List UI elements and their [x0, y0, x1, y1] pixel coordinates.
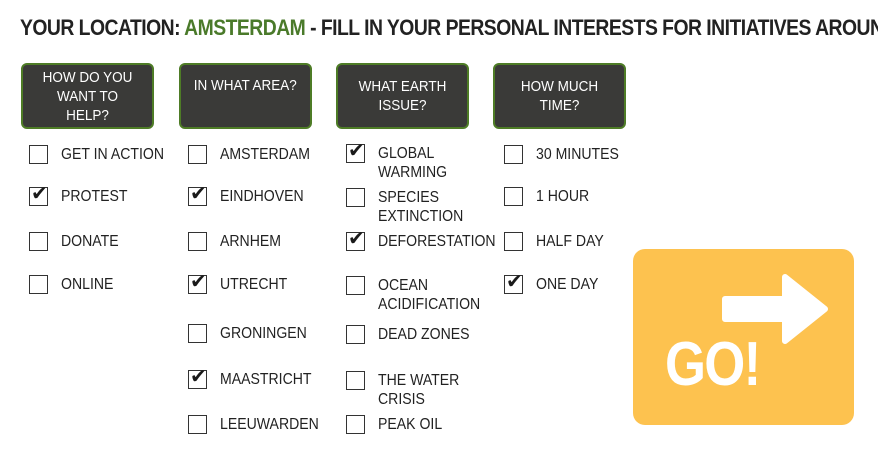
option-arnhem[interactable]: ARNHEM	[188, 232, 289, 251]
page-title: YOUR LOCATION: AMSTERDAM - FILL IN YOUR …	[20, 15, 878, 41]
option-groningen[interactable]: GRONINGEN	[188, 324, 319, 343]
check-icon: ✔	[190, 366, 207, 388]
checkbox[interactable]	[188, 145, 207, 164]
option-get-in-action[interactable]: GET IN ACTION	[29, 145, 178, 164]
option-maastricht[interactable]: ✔ MAASTRICHT	[188, 366, 312, 389]
option-utrecht[interactable]: ✔ UTRECHT	[188, 271, 288, 294]
option-1-hour[interactable]: 1 HOUR	[504, 187, 596, 206]
option-30-minutes[interactable]: 30 MINUTES	[504, 145, 630, 164]
check-icon: ✔	[506, 271, 523, 293]
checkbox[interactable]	[504, 145, 523, 164]
location-prefix: YOUR LOCATION:	[20, 15, 185, 40]
checkbox[interactable]: ✔	[346, 140, 365, 163]
checkbox[interactable]	[29, 275, 48, 294]
checkbox[interactable]	[346, 371, 365, 390]
location-name: AMSTERDAM	[184, 15, 306, 40]
checkbox[interactable]	[29, 145, 48, 164]
option-peak-oil[interactable]: PEAK OIL	[346, 415, 451, 434]
checkbox[interactable]	[346, 325, 365, 344]
checkbox[interactable]: ✔	[188, 366, 207, 389]
option-half-day[interactable]: HALF DAY	[504, 232, 613, 251]
option-ocean-acidification[interactable]: OCEAN ACIDIFICATION	[346, 276, 503, 314]
option-online[interactable]: ONLINE	[29, 275, 121, 294]
checkbox[interactable]	[504, 232, 523, 251]
checkbox[interactable]: ✔	[346, 228, 365, 251]
check-icon: ✔	[348, 228, 365, 250]
check-icon: ✔	[348, 140, 365, 162]
checkbox[interactable]	[346, 415, 365, 434]
go-button[interactable]: GO!	[633, 249, 854, 425]
option-global-warming[interactable]: ✔ GLOBAL WARMING	[346, 140, 448, 181]
title-suffix: - FILL IN YOUR PERSONAL INTERESTS FOR IN…	[310, 15, 878, 40]
checkbox[interactable]: ✔	[188, 271, 207, 294]
check-icon: ✔	[190, 183, 207, 205]
option-leeuwarden[interactable]: LEEUWARDEN	[188, 415, 332, 434]
checkbox[interactable]	[29, 232, 48, 251]
checkbox[interactable]: ✔	[188, 183, 207, 206]
check-icon: ✔	[190, 271, 207, 293]
header-earth-issue: WHAT EARTH ISSUE?	[336, 63, 469, 129]
header-area: IN WHAT AREA?	[179, 63, 312, 129]
option-one-day[interactable]: ✔ ONE DAY	[504, 271, 599, 294]
option-deforestation[interactable]: ✔ DEFORESTATION	[346, 228, 496, 251]
header-time: HOW MUCH TIME?	[493, 63, 626, 129]
header-how-help: HOW DO YOU WANT TO HELP?	[21, 63, 154, 129]
checkbox[interactable]	[346, 276, 365, 295]
checkbox[interactable]	[188, 232, 207, 251]
checkbox[interactable]: ✔	[504, 271, 523, 294]
option-water-crisis[interactable]: THE WATER CRISIS	[346, 371, 478, 409]
checkbox[interactable]	[504, 187, 523, 206]
checkbox[interactable]: ✔	[29, 183, 48, 206]
option-dead-zones[interactable]: DEAD ZONES	[346, 325, 482, 344]
option-protest[interactable]: ✔ PROTEST	[29, 183, 128, 206]
option-eindhoven[interactable]: ✔ EINDHOVEN	[188, 183, 304, 206]
checkbox[interactable]	[346, 188, 365, 207]
option-donate[interactable]: DONATE	[29, 232, 126, 251]
option-amsterdam[interactable]: AMSTERDAM	[188, 145, 322, 164]
go-label: GO!	[665, 330, 761, 399]
option-species-extinction[interactable]: SPECIES EXTINCTION	[346, 188, 488, 226]
check-icon: ✔	[31, 183, 48, 205]
checkbox[interactable]	[188, 415, 207, 434]
checkbox[interactable]	[188, 324, 207, 343]
arrow-right-icon	[722, 274, 828, 344]
